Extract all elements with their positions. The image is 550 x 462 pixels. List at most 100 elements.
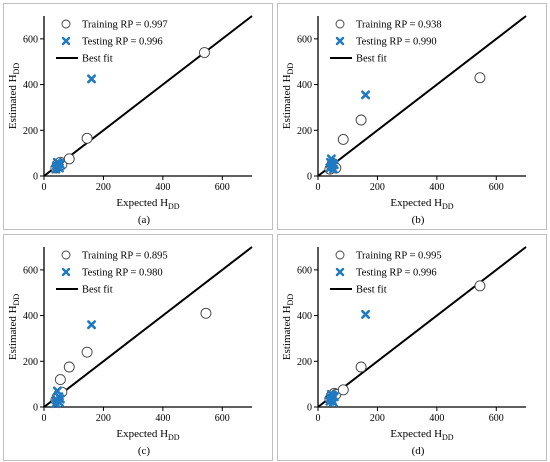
y-tick-label: 400 (297, 311, 312, 322)
legend-training-label: Training RP = 0.997 (82, 20, 168, 31)
y-tick-label: 200 (297, 126, 312, 137)
testing-point (361, 309, 371, 319)
x-axis-label: Expected HDD (116, 428, 179, 442)
x-tick-label: 0 (42, 182, 47, 193)
x-tick-label: 0 (42, 413, 47, 424)
x-tick-label: 200 (96, 182, 111, 193)
y-tick-label: 200 (297, 357, 312, 368)
y-axis-label-subscript: DD (12, 294, 21, 306)
x-tick-label: 400 (429, 182, 444, 193)
y-axis-label-subscript: DD (12, 63, 21, 75)
legend-testing-label: Testing RP = 0.996 (356, 268, 437, 279)
x-axis-label-main: Expected H (390, 428, 442, 440)
training-point (63, 153, 75, 165)
training-point (337, 384, 349, 396)
training-point (474, 72, 486, 84)
x-axis-label-subscript: DD (168, 433, 180, 442)
x-axis-label: Expected HDD (390, 197, 453, 211)
x-axis-label-main: Expected H (116, 428, 168, 440)
training-point (63, 361, 75, 373)
testing-point (55, 160, 65, 170)
legend-training-marker (335, 250, 345, 260)
y-axis-label: Estimated HDD (7, 63, 21, 129)
best-fit-line (44, 15, 253, 176)
y-tick-label: 200 (23, 126, 38, 137)
x-tick-label: 400 (429, 413, 444, 424)
y-axis-label-main: Estimated H (7, 74, 19, 129)
testing-point (87, 74, 97, 84)
training-point (474, 280, 486, 292)
legend-testing-marker (61, 36, 71, 46)
y-tick-label: 0 (33, 172, 38, 183)
panel-caption: (c) (138, 445, 151, 457)
x-tick-label: 400 (155, 182, 170, 193)
legend-training-marker (61, 19, 71, 29)
legend-bestfit-label: Best fit (356, 54, 387, 65)
legend-training-marker (335, 19, 345, 29)
x-axis-label-subscript: DD (442, 433, 454, 442)
legend-bestfit-label: Best fit (82, 285, 113, 296)
x-axis-label-subscript: DD (442, 202, 454, 211)
y-tick-label: 600 (297, 34, 312, 45)
y-tick-label: 0 (307, 172, 312, 183)
y-tick-label: 600 (297, 265, 312, 276)
legend-testing-label: Testing RP = 0.996 (82, 37, 163, 48)
best-fit-line (318, 15, 527, 176)
legend-training-label: Training RP = 0.938 (356, 20, 442, 31)
training-point (200, 307, 212, 319)
x-axis-label: Expected HDD (390, 428, 453, 442)
y-axis-label-subscript: DD (286, 63, 295, 75)
x-tick-label: 600 (215, 413, 230, 424)
legend-testing-label: Testing RP = 0.990 (356, 37, 437, 48)
panel-caption: (a) (138, 214, 151, 226)
chart-panel-b: 0 200 400 600 0 200 400 600 Expected HDD Estimate… (277, 3, 547, 230)
y-tick-label: 600 (23, 34, 38, 45)
chart-panel-d: 0 200 400 600 0 200 400 600 Expected HDD Estimate… (277, 234, 547, 461)
training-point (199, 47, 210, 59)
x-tick-label: 400 (155, 413, 170, 424)
legend-testing-label: Testing RP = 0.980 (82, 268, 163, 279)
y-tick-label: 0 (33, 403, 38, 414)
legend-testing-marker (335, 36, 345, 46)
y-tick-label: 400 (23, 311, 38, 322)
training-point (355, 361, 367, 373)
training-point (355, 114, 367, 126)
legend-training-marker (61, 250, 71, 260)
training-point (337, 133, 349, 145)
x-axis-label-main: Expected H (390, 197, 442, 209)
x-axis-label: Expected HDD (116, 197, 179, 211)
x-tick-label: 0 (316, 182, 321, 193)
y-tick-label: 400 (297, 80, 312, 91)
legend-testing-marker (335, 267, 345, 277)
y-axis-label-main: Estimated H (7, 305, 19, 360)
legend-training-label: Training RP = 0.995 (356, 251, 442, 262)
chart-panel-c: 0 200 400 600 0 200 400 600 Expected HDD Estimate… (3, 234, 273, 461)
legend-testing-marker (61, 267, 71, 277)
testing-point (87, 320, 97, 330)
y-axis-label: Estimated HDD (7, 294, 21, 360)
y-tick-label: 400 (23, 80, 38, 91)
x-tick-label: 600 (489, 182, 504, 193)
training-point (54, 374, 66, 386)
x-tick-label: 200 (370, 413, 385, 424)
panel-caption: (b) (412, 214, 425, 226)
y-axis-label: Estimated HDD (281, 63, 295, 129)
training-point (81, 346, 93, 358)
x-tick-label: 600 (215, 182, 230, 193)
y-axis-label-subscript: DD (286, 294, 295, 306)
panel-caption: (d) (412, 445, 425, 457)
best-fit-line (44, 246, 253, 407)
y-tick-label: 0 (307, 403, 312, 414)
testing-point (329, 392, 339, 402)
testing-point (361, 90, 371, 100)
x-tick-label: 600 (489, 413, 504, 424)
x-axis-label-main: Expected H (116, 197, 168, 209)
testing-point (55, 394, 65, 404)
x-tick-label: 0 (316, 413, 321, 424)
y-tick-label: 200 (23, 357, 38, 368)
best-fit-line (318, 246, 527, 407)
y-axis-label-main: Estimated H (281, 74, 293, 129)
